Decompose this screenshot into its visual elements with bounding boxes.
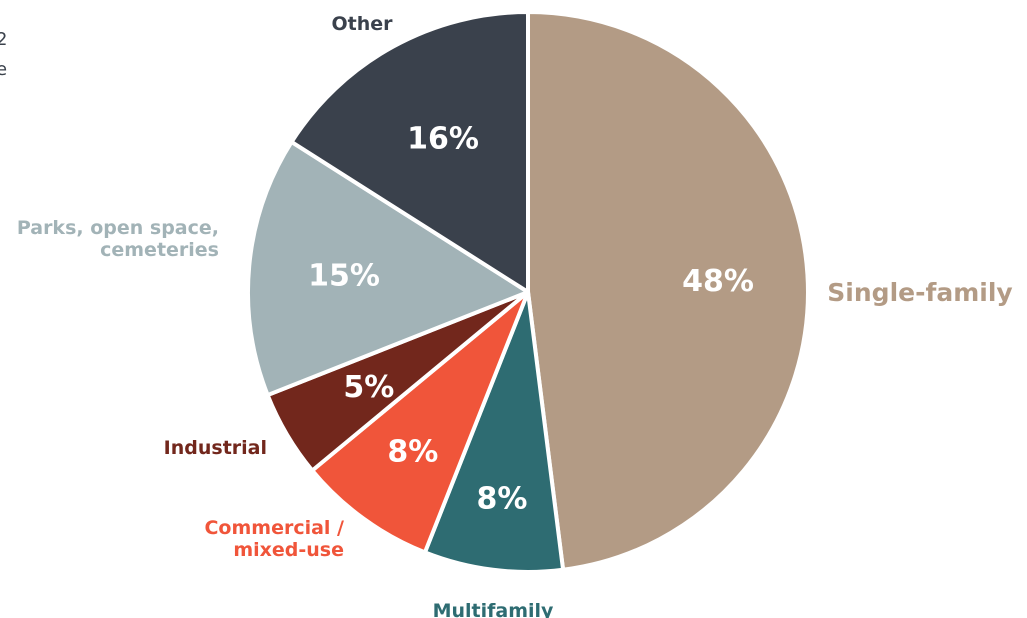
pie-slice-6 xyxy=(289,10,530,294)
percent-label-6: 16% xyxy=(407,121,479,156)
pie-slices xyxy=(246,10,810,574)
category-label-line: Other xyxy=(331,13,393,35)
pie-slice-1 xyxy=(526,10,810,572)
category-label-6: Other xyxy=(331,13,393,35)
pie-slice-5 xyxy=(246,139,530,398)
cropped-edge-text-1: 2 xyxy=(0,29,7,50)
category-label-line: Parks, open space, xyxy=(17,217,219,239)
category-label-5: Parks, open space, cemeteries xyxy=(17,217,219,261)
category-label-line: cemeteries xyxy=(100,239,219,261)
category-label-line: Commercial / xyxy=(204,517,344,539)
percent-label-3: 8% xyxy=(387,435,438,470)
category-label-line: Single-family xyxy=(827,278,1012,307)
pie-slice-2 xyxy=(422,290,566,574)
category-label-line: Multifamily xyxy=(433,600,554,618)
category-label-4: Industrial xyxy=(164,437,267,459)
pie-slice-3 xyxy=(310,290,530,555)
category-labels: Single-family Multifamily Commercial / mixe… xyxy=(17,13,1013,618)
category-label-2: Multifamily xyxy=(433,600,554,618)
category-label-1: Single-family xyxy=(827,278,1012,307)
percent-labels: 48% 8% 8% 5% 15% 16% xyxy=(308,121,754,516)
cropped-edge-text: 2 e xyxy=(0,29,7,80)
percent-label-1: 48% xyxy=(682,264,754,299)
category-label-line: mixed-use xyxy=(233,539,344,561)
category-label-3: Commercial / mixed-use xyxy=(204,517,344,561)
percent-label-2: 8% xyxy=(477,482,528,517)
cropped-edge-text-2: e xyxy=(0,59,7,80)
percent-label-5: 15% xyxy=(308,259,380,294)
category-label-line: Industrial xyxy=(164,437,267,459)
percent-label-4: 5% xyxy=(343,370,394,405)
